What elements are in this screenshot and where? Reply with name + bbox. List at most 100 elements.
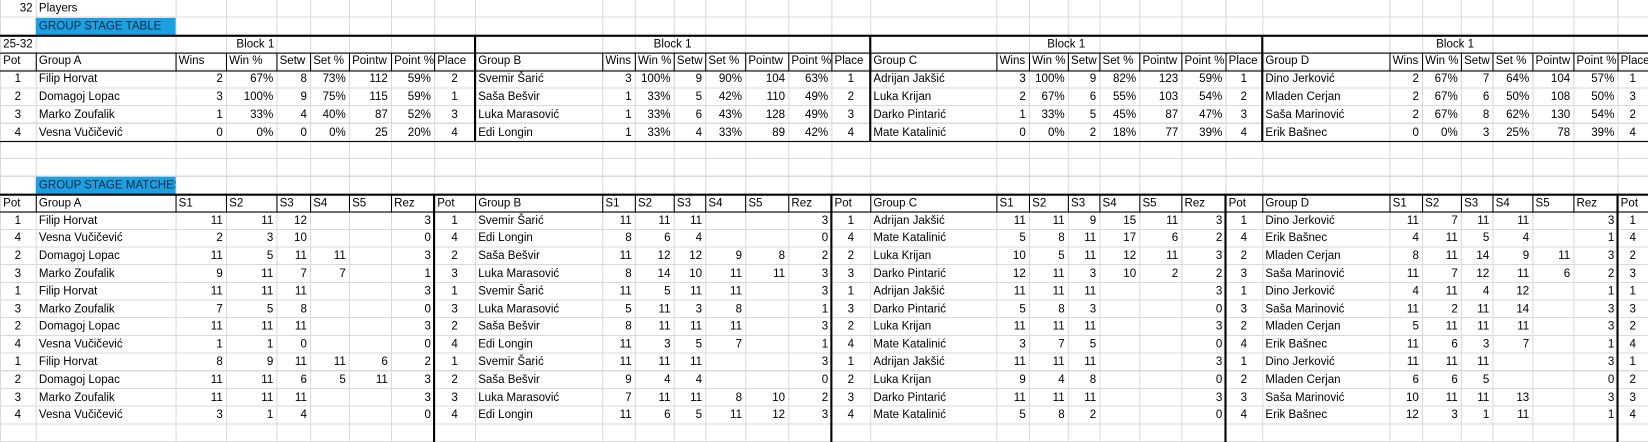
block-label: Block 1	[236, 37, 275, 51]
match-result: 0	[424, 408, 431, 422]
set-score: 11	[730, 320, 743, 333]
set-score: 3	[695, 302, 703, 316]
stat: 1	[847, 72, 855, 86]
grid-line	[1422, 0, 1424, 442]
player-name: Saša Marinović	[1265, 302, 1345, 316]
border	[787, 194, 789, 213]
set-score: 11	[658, 355, 671, 369]
border	[673, 53, 675, 71]
border	[433, 53, 435, 71]
match-result: 2	[1215, 267, 1223, 280]
set-score: 8	[1058, 231, 1065, 245]
player-name: Domagoj Lopac	[38, 249, 120, 263]
pot: 1	[1240, 214, 1248, 227]
set-score: 4	[1058, 373, 1065, 387]
set-score: 11	[1445, 231, 1458, 245]
pot: 4	[847, 408, 855, 422]
set-score: 8	[1412, 249, 1419, 263]
set-score: 11	[690, 355, 703, 369]
border	[474, 35, 477, 142]
set-score: 11	[1445, 391, 1458, 404]
pot: 4	[1240, 231, 1248, 245]
pot: 1	[14, 284, 22, 298]
border	[1261, 35, 1264, 142]
set-score: 0	[300, 338, 307, 351]
stat: 2	[1240, 90, 1248, 104]
range-label: 25-32	[3, 37, 33, 51]
stat: 40%	[322, 108, 346, 121]
set-score: 3	[1019, 338, 1026, 351]
pot: 2	[1629, 373, 1636, 387]
stat: 1	[1629, 72, 1636, 86]
stat: 2	[1629, 108, 1636, 121]
pot: 4	[1240, 408, 1248, 422]
set-score: 11	[619, 338, 632, 351]
border	[35, 194, 37, 213]
set-score: 12	[1012, 267, 1026, 280]
player-name: Darko Pintarić	[873, 108, 947, 121]
stat: 1	[625, 125, 632, 139]
player-name: Mate Katalinić	[873, 338, 947, 351]
set-score: 11	[210, 284, 223, 298]
border	[309, 53, 311, 71]
set-score: 2	[1451, 302, 1458, 316]
border	[1616, 53, 1619, 71]
set-score: 11	[1445, 355, 1458, 369]
set-score: 7	[1058, 338, 1065, 351]
stat: 115	[369, 90, 388, 104]
column-header: S5	[748, 196, 763, 210]
match-result: 1	[424, 267, 431, 280]
column-header: S1	[605, 196, 620, 210]
stat: 67%	[250, 72, 274, 86]
set-score: 11	[1477, 320, 1490, 333]
border	[704, 194, 706, 213]
set-score: 14	[657, 267, 671, 280]
player-name: Luka Krijan	[873, 373, 932, 387]
stat: 103	[1158, 90, 1179, 104]
player-name: Mladen Cerjan	[1265, 373, 1341, 387]
set-score: 11	[658, 214, 671, 227]
stat: 47%	[1199, 108, 1223, 121]
column-header: Group B	[478, 196, 522, 210]
pot: 1	[1629, 284, 1636, 298]
set-score: 5	[1089, 338, 1097, 351]
set-score: 11	[1052, 391, 1065, 404]
set-score: 1	[266, 408, 274, 422]
pot: 2	[1240, 320, 1248, 333]
set-score: 11	[1517, 320, 1530, 333]
stat: 2	[847, 90, 855, 104]
stat: 1	[625, 108, 632, 121]
match-result: 0	[1215, 338, 1223, 351]
stat: 108	[1550, 90, 1571, 104]
pot: 2	[14, 320, 22, 333]
set-score: 17	[1123, 231, 1137, 245]
set-score: 7	[216, 302, 223, 316]
player-name: Vesna Vučičević	[38, 125, 123, 139]
column-header: Place	[437, 55, 467, 68]
column-header: S5	[1142, 196, 1157, 210]
match-result: 3	[1215, 320, 1223, 333]
pot: 1	[14, 72, 22, 86]
stat: 123	[1158, 72, 1179, 86]
stat: 89	[772, 125, 786, 139]
set-score: 7	[1451, 267, 1458, 280]
set-score: 6	[664, 408, 671, 422]
column-header: S5	[352, 196, 367, 210]
column-header: Pot	[437, 196, 455, 210]
set-score: 8	[1058, 408, 1065, 422]
set-score: 4	[1412, 231, 1419, 245]
set-score: 6	[1412, 373, 1419, 387]
pot: 2	[451, 320, 458, 333]
match-result: 3	[1607, 355, 1615, 369]
stat: 57%	[1591, 72, 1615, 86]
stat: 7	[1482, 72, 1490, 86]
column-header: S2	[637, 196, 653, 210]
set-score: 11	[1517, 214, 1530, 227]
stat: 112	[369, 72, 388, 86]
players-count: 32	[19, 2, 33, 15]
stat: 54%	[1591, 108, 1615, 121]
match-result: 2	[821, 391, 829, 404]
stat: 128	[765, 108, 786, 121]
set-score: 2	[1089, 408, 1097, 422]
match-result: 3	[424, 373, 431, 387]
